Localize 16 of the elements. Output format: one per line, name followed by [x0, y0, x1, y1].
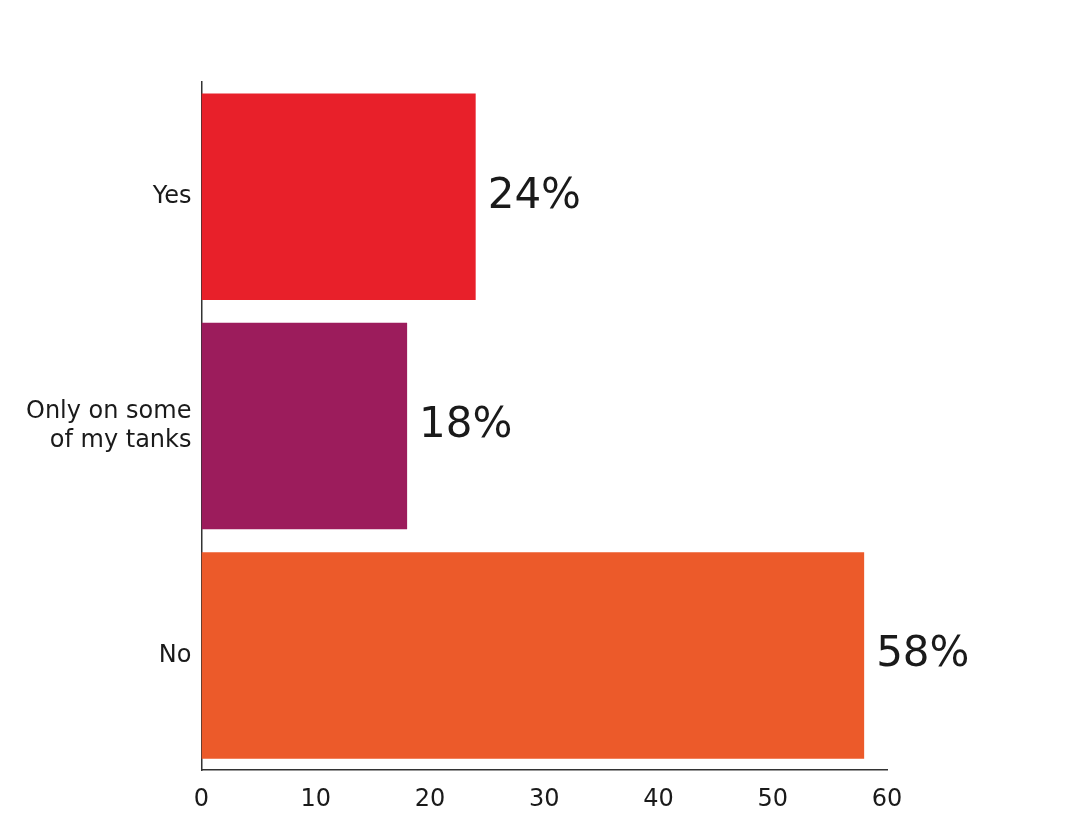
bar [201, 322, 408, 530]
bar [201, 552, 865, 759]
bar [201, 93, 476, 300]
y-tick-label: Only on some of my tanks [25, 395, 192, 453]
x-tick-label: 0 [193, 783, 210, 812]
x-tick-label: 10 [300, 783, 331, 812]
data-label: 24% [487, 168, 582, 218]
y-tick-label: Yes [151, 180, 192, 209]
x-tick-label: 50 [757, 783, 789, 812]
x-tick-label: 40 [643, 783, 674, 812]
data-label: 18% [419, 398, 513, 448]
x-tick-label: 30 [528, 783, 560, 812]
data-label: 58% [876, 627, 970, 677]
x-tick-label: 20 [414, 783, 446, 812]
x-tick-label: 60 [871, 783, 903, 812]
y-tick-label: No [158, 639, 192, 668]
